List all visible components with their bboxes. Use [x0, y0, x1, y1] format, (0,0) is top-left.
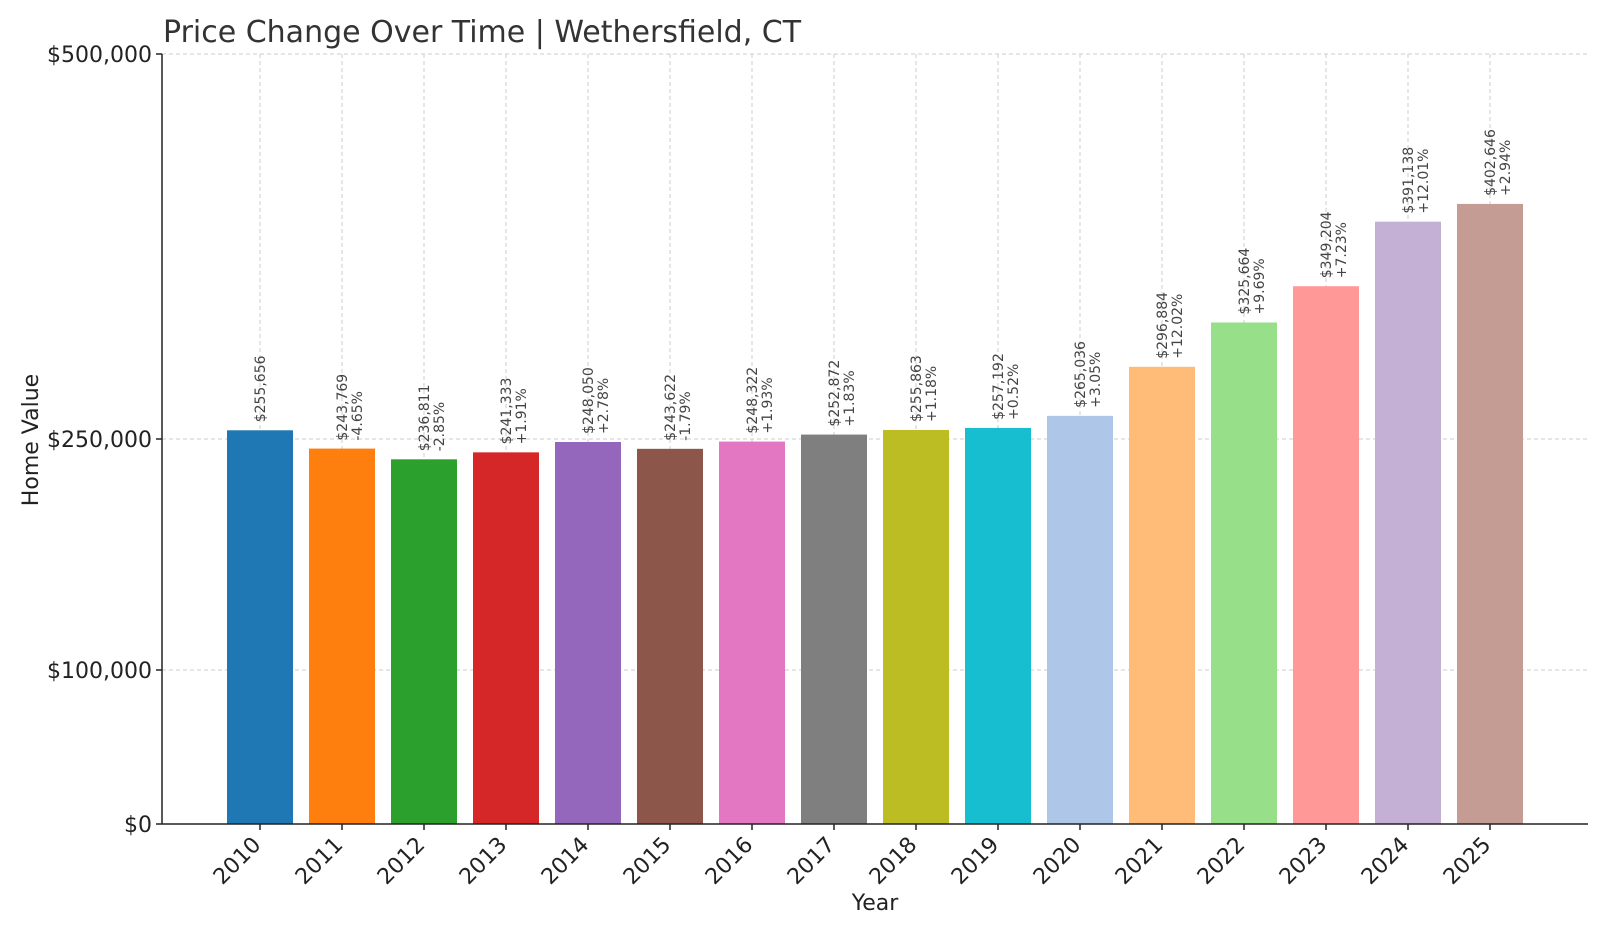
bar-2012 [391, 459, 457, 824]
bar-2017 [801, 434, 867, 824]
value-label: $391,138 [1401, 147, 1417, 214]
x-tick-label: 2016 [701, 833, 758, 890]
bar-2014 [555, 442, 621, 824]
change-label: -2.85% [432, 402, 448, 452]
value-label: $402,646 [1483, 129, 1499, 196]
value-label: $265,036 [1073, 341, 1089, 408]
bar-2015 [637, 448, 703, 824]
value-label: $241,333 [499, 378, 515, 445]
bar-2020 [1047, 415, 1113, 824]
value-label: $243,769 [335, 374, 351, 441]
data-labels: $255,656 $243,769 -4.65% $236,811 -2.85% $241… [253, 129, 1514, 451]
change-label: +12.02% [1170, 294, 1186, 359]
change-label: -4.65% [350, 391, 366, 441]
x-axis-label: Year [851, 891, 900, 916]
x-tick-label: 2012 [373, 833, 430, 890]
chart-title: Price Change Over Time | Wethersfield, C… [163, 15, 802, 50]
value-label: $255,863 [909, 355, 925, 422]
bar-2025 [1457, 203, 1523, 824]
x-tick-label: 2017 [783, 833, 840, 890]
x-tick-label: 2020 [1029, 833, 1086, 890]
bar-2011 [309, 448, 375, 824]
x-tick-label: 2010 [209, 833, 266, 890]
x-tick-label: 2023 [1275, 833, 1332, 890]
bar-2016 [719, 441, 785, 824]
value-label: $325,664 [1237, 248, 1253, 315]
change-label: +9.69% [1252, 258, 1268, 314]
change-label: +1.18% [924, 366, 940, 422]
change-label: +3.05% [1088, 352, 1104, 408]
y-tick-label: $500,000 [47, 43, 152, 68]
change-label: +12.01% [1416, 149, 1432, 214]
x-tick-label: 2011 [291, 833, 348, 890]
x-tick-label: 2013 [455, 833, 512, 890]
bar-2022 [1211, 322, 1277, 824]
value-label: $349,204 [1319, 211, 1335, 278]
change-label: +0.52% [1006, 364, 1022, 420]
x-tick-label: 2022 [1193, 833, 1250, 890]
bar-2018 [883, 429, 949, 824]
y-axis-label: Home Value [19, 374, 44, 506]
value-label: $296,884 [1155, 292, 1171, 359]
value-label: $252,872 [827, 360, 843, 427]
value-label: $257,192 [991, 353, 1007, 420]
bar-2021 [1129, 366, 1195, 824]
change-label: +2.78% [596, 378, 612, 434]
bar-2019 [965, 427, 1031, 824]
bar-2023 [1293, 286, 1359, 824]
change-label: +1.93% [760, 377, 776, 433]
change-label: +2.94% [1498, 140, 1514, 196]
x-tick-label: 2018 [865, 833, 922, 890]
change-label: +7.23% [1334, 222, 1350, 278]
y-tick-label: $0 [124, 813, 152, 838]
value-label: $248,322 [745, 367, 761, 434]
x-tick-label: 2024 [1357, 833, 1414, 890]
bar-2024 [1375, 221, 1441, 825]
change-label: +1.91% [514, 388, 530, 444]
value-label: $248,050 [581, 367, 597, 434]
bars [227, 203, 1523, 825]
bar-2010 [227, 430, 293, 824]
change-label: +1.83% [842, 370, 858, 426]
x-tick-label: 2014 [537, 833, 594, 890]
x-tick-label: 2019 [947, 833, 1004, 890]
value-label: $255,656 [253, 355, 269, 422]
x-tick-label: 2021 [1111, 833, 1168, 890]
bar-2013 [473, 452, 539, 824]
y-tick-label: $250,000 [47, 428, 152, 453]
grid [162, 53, 1588, 824]
change-label: -1.79% [678, 391, 694, 441]
y-tick-label: $100,000 [47, 659, 152, 684]
value-label: $243,622 [663, 374, 679, 441]
x-tick-label: 2025 [1439, 833, 1496, 890]
value-label: $236,811 [417, 384, 433, 451]
x-tick-label: 2015 [619, 833, 676, 890]
